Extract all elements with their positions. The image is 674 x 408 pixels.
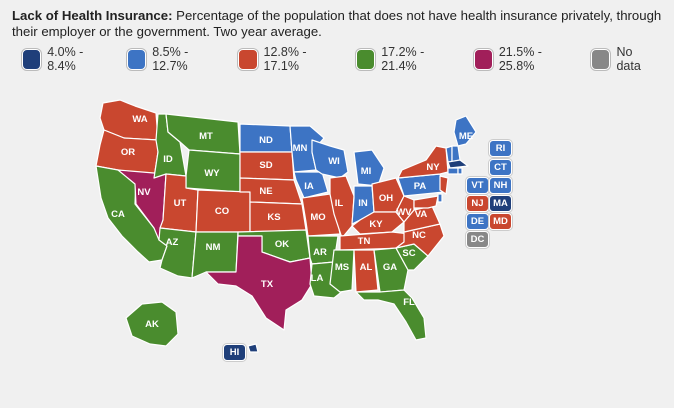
state-me[interactable]: [453, 115, 477, 147]
label-ct[interactable]: CT: [489, 159, 512, 176]
legend-item-6[interactable]: No data: [591, 45, 656, 73]
state-wy[interactable]: [185, 149, 241, 193]
legend-swatch-5: [473, 48, 493, 70]
state-hi[interactable]: [247, 343, 259, 353]
legend-swatch-4: [355, 48, 376, 70]
state-fl[interactable]: [355, 289, 427, 341]
map-description: Percentage of the population that does n…: [12, 8, 662, 39]
legend-item-3[interactable]: 12.8% - 17.1%: [238, 45, 338, 73]
label-nj[interactable]: NJ: [466, 195, 489, 212]
label-ma[interactable]: MA: [489, 195, 512, 212]
legend-item-4[interactable]: 17.2% - 21.4%: [355, 45, 456, 73]
legend-item-5[interactable]: 21.5% - 25.8%: [473, 45, 574, 73]
map-title: Lack of Health Insurance:: [12, 8, 173, 23]
legend-item-1[interactable]: 4.0% - 8.4%: [22, 45, 109, 73]
label-md[interactable]: MD: [489, 213, 512, 230]
label-vt[interactable]: VT: [466, 177, 489, 194]
legend-swatch-6: [591, 48, 611, 70]
label-nh[interactable]: NH: [489, 177, 512, 194]
state-ny[interactable]: [397, 145, 449, 179]
state-nc[interactable]: [395, 223, 445, 257]
legend-label-3: 12.8% - 17.1%: [263, 45, 307, 73]
state-sd[interactable]: [239, 151, 295, 181]
legend-label-1: 4.0% - 8.4%: [47, 45, 84, 73]
legend-swatch-3: [238, 48, 258, 70]
legend-label-2: 8.5% - 12.7%: [152, 45, 189, 73]
state-ga[interactable]: [373, 247, 409, 293]
legend-label-5: 21.5% - 25.8%: [498, 45, 542, 73]
state-ri[interactable]: [457, 167, 463, 175]
legend-swatch-2: [126, 48, 147, 70]
state-mi[interactable]: [353, 149, 385, 187]
state-tx[interactable]: [205, 235, 313, 331]
label-hi[interactable]: HI: [223, 344, 246, 361]
state-ks[interactable]: [249, 201, 307, 233]
state-al[interactable]: [353, 249, 379, 293]
state-nj[interactable]: [439, 175, 449, 195]
legend: 4.0% - 8.4% 8.5% - 12.7% 12.8% - 17.1% 1…: [22, 45, 674, 73]
state-ct[interactable]: [447, 167, 459, 175]
state-ms[interactable]: [329, 249, 355, 293]
us-map: WA OR CA NV ID MT WY UT CO AZ NM ND SD N…: [95, 99, 477, 353]
legend-label-6: No data: [616, 45, 641, 73]
map-header: Lack of Health Insurance: Percentage of …: [12, 8, 662, 40]
state-md[interactable]: [413, 195, 439, 209]
state-ia[interactable]: [293, 171, 329, 199]
state-ak[interactable]: [125, 301, 179, 347]
state-de[interactable]: [437, 193, 443, 203]
legend-item-2[interactable]: 8.5% - 12.7%: [126, 45, 220, 73]
state-ma[interactable]: [447, 159, 469, 169]
state-il[interactable]: [329, 175, 355, 239]
state-nd[interactable]: [239, 123, 293, 153]
label-dc[interactable]: DC: [466, 231, 489, 248]
legend-swatch-1: [22, 48, 42, 70]
state-co[interactable]: [195, 189, 251, 233]
state-nm[interactable]: [191, 231, 239, 279]
label-de[interactable]: DE: [466, 213, 489, 230]
state-az[interactable]: [158, 227, 197, 279]
label-ri[interactable]: RI: [489, 140, 512, 157]
legend-label-4: 17.2% - 21.4%: [381, 45, 425, 73]
